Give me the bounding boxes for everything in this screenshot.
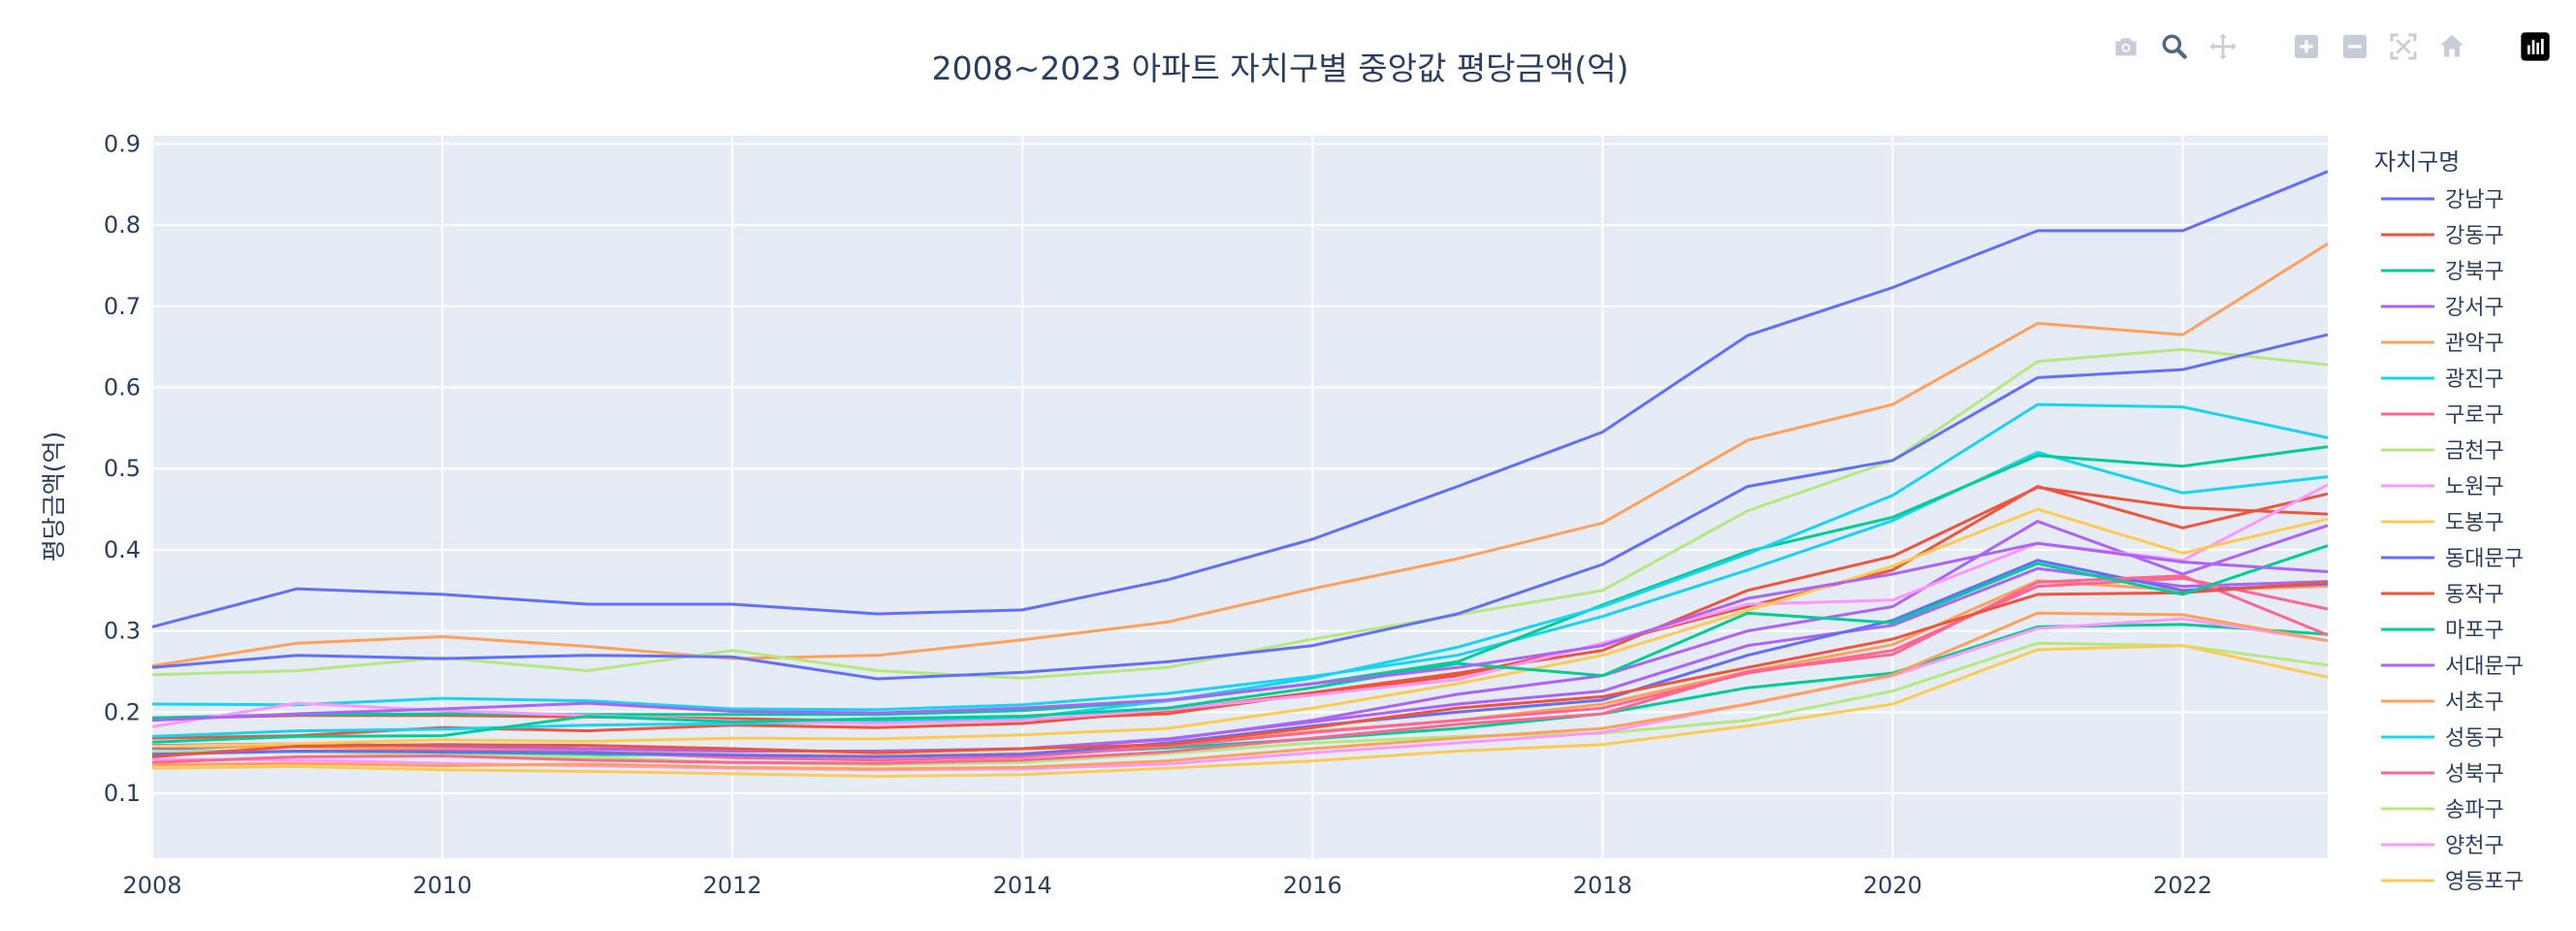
legend-label: 강남구 bbox=[2445, 188, 2504, 212]
legend-label: 성동구 bbox=[2445, 726, 2504, 751]
series-line-종로구[interactable] bbox=[151, 544, 2329, 744]
series-line-서초구[interactable] bbox=[151, 242, 2329, 668]
y-tick-label: 0.1 bbox=[104, 780, 141, 807]
legend-label: 금천구 bbox=[2445, 439, 2504, 464]
x-tick-label: 2010 bbox=[413, 872, 472, 899]
legend-label: 영등포구 bbox=[2445, 870, 2524, 894]
legend-item-광진구[interactable]: 광진구 bbox=[2381, 368, 2504, 392]
legend-item-동대문구[interactable]: 동대문구 bbox=[2381, 547, 2524, 571]
y-tick-label: 0.6 bbox=[104, 373, 141, 401]
y-tick-label: 0.5 bbox=[104, 455, 141, 482]
legend-label: 성북구 bbox=[2445, 762, 2504, 787]
x-tick-label: 2018 bbox=[1573, 872, 1632, 899]
legend-item-동작구[interactable]: 동작구 bbox=[2381, 583, 2504, 607]
series-line-동대문구[interactable] bbox=[151, 559, 2329, 758]
legend-item-성북구[interactable]: 성북구 bbox=[2381, 762, 2504, 787]
y-tick-label: 0.3 bbox=[104, 618, 141, 645]
legend-item-마포구[interactable]: 마포구 bbox=[2381, 619, 2504, 643]
legend-label: 도봉구 bbox=[2445, 511, 2504, 535]
modebar bbox=[2109, 29, 2553, 64]
series-line-성북구[interactable] bbox=[151, 574, 2329, 765]
pan-icon[interactable] bbox=[2206, 29, 2240, 64]
series-line-금천구[interactable] bbox=[151, 641, 2329, 767]
y-axis-ticks: 0.1 0.2 0.3 0.4 0.5 0.6 0.7 0.8 0.9 bbox=[104, 130, 141, 807]
y-tick-label: 0.9 bbox=[104, 130, 141, 157]
legend[interactable]: 강남구강동구강북구강서구관악구광진구구로구금천구노원구도봉구동대문구동작구마포구… bbox=[2381, 188, 2524, 894]
legend-item-강남구[interactable]: 강남구 bbox=[2381, 188, 2504, 212]
y-tick-label: 0.2 bbox=[104, 698, 141, 725]
legend-label: 구로구 bbox=[2445, 403, 2504, 428]
grid-lines bbox=[151, 136, 2328, 858]
legend-item-강서구[interactable]: 강서구 bbox=[2381, 296, 2504, 320]
series-line-도봉구[interactable] bbox=[151, 644, 2329, 778]
series-line-영등포구[interactable] bbox=[151, 507, 2329, 748]
chart-title: 2008~2023 아파트 자치구별 중앙값 평당금액(억) bbox=[932, 49, 1629, 87]
zoom-out-icon[interactable] bbox=[2337, 29, 2372, 64]
legend-item-금천구[interactable]: 금천구 bbox=[2381, 439, 2504, 464]
series-line-용산구[interactable] bbox=[151, 333, 2329, 681]
series-line-강북구[interactable] bbox=[151, 623, 2329, 757]
plotly-logo-icon[interactable] bbox=[2518, 29, 2553, 64]
legend-item-도봉구[interactable]: 도봉구 bbox=[2381, 511, 2504, 535]
legend-item-영등포구[interactable]: 영등포구 bbox=[2381, 870, 2524, 894]
legend-item-양천구[interactable]: 양천구 bbox=[2381, 834, 2504, 858]
legend-item-서대문구[interactable]: 서대문구 bbox=[2381, 655, 2524, 679]
series-line-은평구[interactable] bbox=[151, 580, 2329, 758]
series-line-양천구[interactable] bbox=[151, 483, 2329, 728]
x-tick-label: 2014 bbox=[993, 872, 1052, 899]
legend-label: 서초구 bbox=[2445, 690, 2504, 715]
series-line-강남구[interactable] bbox=[151, 170, 2329, 628]
legend-title: 자치구명 bbox=[2374, 148, 2460, 176]
x-tick-label: 2012 bbox=[703, 872, 762, 899]
zoom-icon[interactable] bbox=[2157, 29, 2192, 64]
legend-item-관악구[interactable]: 관악구 bbox=[2381, 332, 2504, 356]
legend-label: 양천구 bbox=[2445, 834, 2504, 858]
x-axis-ticks: 2008 2010 2012 2014 2016 2018 2020 2022 bbox=[122, 872, 2212, 899]
series-lines bbox=[151, 170, 2329, 778]
legend-item-강북구[interactable]: 강북구 bbox=[2381, 260, 2504, 284]
x-tick-label: 2016 bbox=[1283, 872, 1342, 899]
legend-label: 송파구 bbox=[2445, 798, 2504, 822]
legend-item-구로구[interactable]: 구로구 bbox=[2381, 403, 2504, 428]
legend-item-노원구[interactable]: 노원구 bbox=[2381, 475, 2504, 499]
y-axis-label: 평당금액(억) bbox=[40, 432, 68, 562]
x-tick-label: 2008 bbox=[122, 872, 181, 899]
legend-label: 강동구 bbox=[2445, 224, 2504, 248]
legend-label: 강서구 bbox=[2445, 296, 2504, 320]
y-tick-label: 0.7 bbox=[104, 293, 141, 320]
legend-label: 강북구 bbox=[2445, 260, 2504, 284]
legend-label: 광진구 bbox=[2445, 368, 2504, 392]
legend-label: 마포구 bbox=[2445, 619, 2504, 643]
legend-label: 노원구 bbox=[2445, 475, 2504, 499]
legend-item-강동구[interactable]: 강동구 bbox=[2381, 224, 2504, 248]
legend-item-송파구[interactable]: 송파구 bbox=[2381, 798, 2504, 822]
legend-label: 관악구 bbox=[2445, 332, 2504, 356]
x-tick-label: 2020 bbox=[1863, 872, 1922, 899]
y-tick-label: 0.8 bbox=[104, 211, 141, 239]
legend-item-성동구[interactable]: 성동구 bbox=[2381, 726, 2504, 751]
autoscale-icon[interactable] bbox=[2386, 29, 2421, 64]
camera-icon[interactable] bbox=[2109, 29, 2143, 64]
series-line-중랑구[interactable] bbox=[151, 611, 2329, 771]
zoom-in-icon[interactable] bbox=[2289, 29, 2324, 64]
series-line-서대문구[interactable] bbox=[151, 520, 2329, 753]
legend-item-서초구[interactable]: 서초구 bbox=[2381, 690, 2504, 715]
y-tick-label: 0.4 bbox=[104, 536, 141, 563]
legend-label: 동대문구 bbox=[2445, 547, 2524, 571]
legend-label: 동작구 bbox=[2445, 583, 2504, 607]
x-tick-label: 2022 bbox=[2153, 872, 2212, 899]
legend-label: 서대문구 bbox=[2445, 655, 2524, 679]
series-line-중구[interactable] bbox=[151, 541, 2329, 722]
home-icon[interactable] bbox=[2434, 29, 2469, 64]
